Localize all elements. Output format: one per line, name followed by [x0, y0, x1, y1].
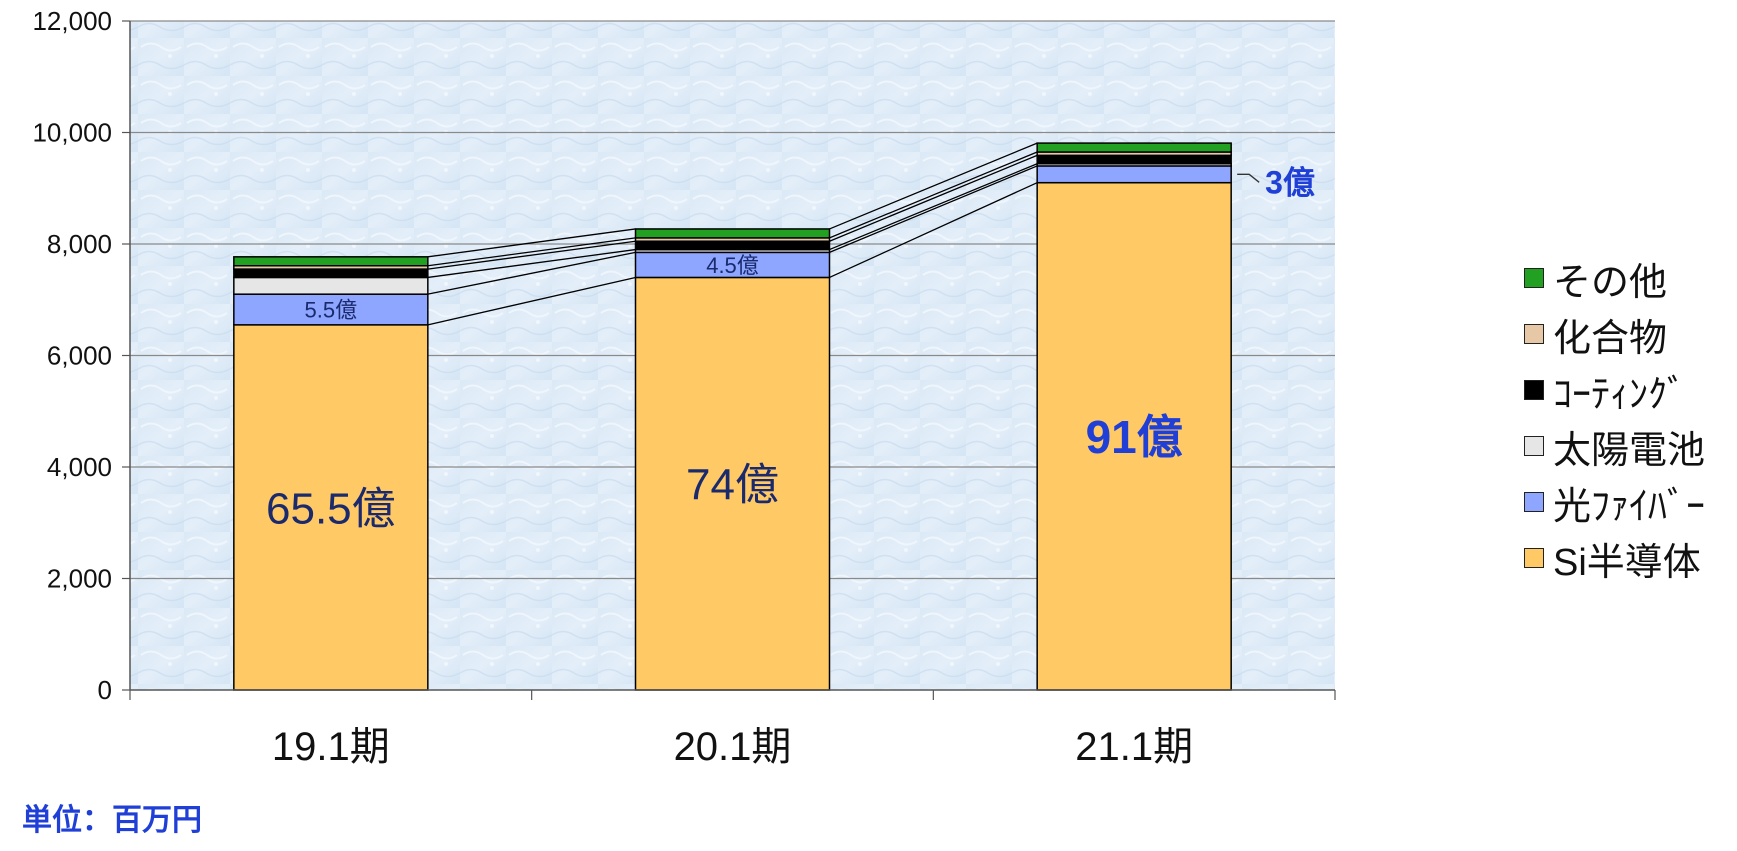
legend-label: 光ﾌｧｲﾊﾞｰ: [1553, 485, 1706, 528]
bar-segment: [634, 276, 831, 691]
legend: その他化合物 ｺｰﾃｨﾝｸﾞ 太陽電池光ﾌｧｲﾊﾞｰ Si半導体: [1524, 250, 1734, 586]
legend-item: 化合物: [1524, 306, 1734, 362]
data-label: 65.5億: [266, 484, 396, 533]
bar-segment: [233, 293, 429, 326]
legend-swatch: [1524, 548, 1544, 568]
legend-label: 太陽電池: [1553, 429, 1706, 472]
legend-item: Si半導体: [1524, 530, 1734, 586]
series-connector-line: [829, 182, 1038, 279]
data-label: 74億: [686, 461, 779, 510]
legend-swatch: [1524, 492, 1544, 512]
series-connector-line: [829, 163, 1038, 251]
data-label: 91億: [1086, 411, 1183, 463]
legend-item: その他: [1524, 250, 1734, 306]
y-tick-label: 4,000: [47, 452, 112, 482]
legend-item: 太陽電池: [1524, 418, 1734, 474]
y-tick-label: 12,000: [32, 6, 112, 36]
y-tick-label: 8,000: [47, 229, 112, 259]
bar-segment: [634, 240, 831, 251]
legend-label: 化合物: [1553, 317, 1668, 360]
series-connector-line: [829, 151, 1038, 239]
x-tick-label: 19.1期: [272, 725, 390, 769]
bar-segment: [634, 228, 831, 239]
data-label: 5.5億: [305, 297, 358, 322]
data-label: 3億: [1265, 164, 1315, 200]
series-connector-line: [829, 165, 1038, 253]
bar-segment: [233, 324, 429, 691]
legend-item: 光ﾌｧｲﾊﾞｰ: [1524, 474, 1734, 530]
y-tick-label: 2,000: [47, 564, 112, 594]
series-connector-line: [427, 237, 636, 267]
bar-segment: [233, 276, 429, 295]
y-tick-label: 0: [98, 675, 112, 705]
series-connector-line: [427, 276, 636, 326]
legend-item: ｺｰﾃｨﾝｸﾞ: [1524, 362, 1734, 418]
bar-segment: [233, 268, 429, 279]
y-tick-label: 6,000: [47, 341, 112, 371]
series-connector-line: [829, 154, 1038, 242]
series-connector-line: [427, 240, 636, 270]
callout-leader-line: [1237, 173, 1260, 183]
data-labels: 65.5億 5.5億 74億 4.5億 91億 3億: [266, 164, 1315, 533]
x-tick-label: 20.1期: [674, 725, 792, 769]
series-connector-line: [427, 251, 636, 295]
bar-segment: [233, 256, 429, 267]
y-tick-label: 10,000: [32, 118, 112, 148]
bars: [233, 142, 1232, 691]
bar-segment: [1036, 165, 1232, 184]
legend-swatch: [1524, 380, 1544, 400]
series-connector-line: [427, 228, 636, 258]
bar-segment: [1036, 181, 1232, 691]
series-connector-line: [427, 248, 636, 279]
legend-label: ｺｰﾃｨﾝｸﾞ: [1553, 373, 1687, 416]
data-label: 4.5億: [706, 253, 759, 278]
series-connector-lines: [427, 142, 1038, 326]
series-connector-line: [829, 142, 1038, 230]
legend-label: その他: [1553, 261, 1668, 304]
legend-label: Si半導体: [1553, 541, 1701, 584]
legend-swatch: [1524, 324, 1544, 344]
unit-label: 単位：百万円: [22, 804, 202, 837]
axes: 0 2,000 4,000 6,000 8,000 10,000 12,000 19.1期 20…: [32, 6, 1336, 769]
x-tick-label: 21.1期: [1075, 725, 1193, 769]
legend-swatch: [1524, 268, 1544, 288]
bar-segment: [1036, 142, 1232, 153]
bar-segment: [1036, 154, 1232, 165]
legend-swatch: [1524, 436, 1544, 456]
